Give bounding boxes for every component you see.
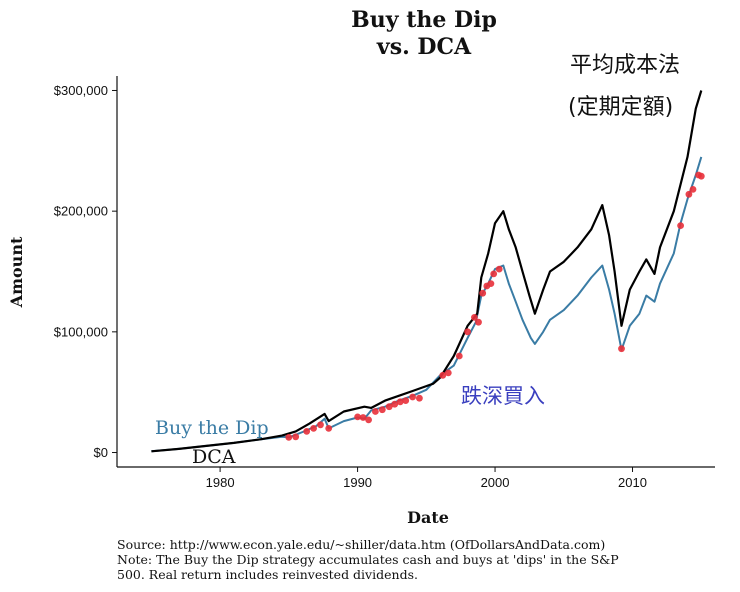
y-ticks: $0 $100,000 $200,000 $300,000	[54, 83, 117, 460]
series-label-dca: DCA	[192, 446, 236, 468]
footnote-note-line2: 500. Real return includes reinvested div…	[117, 567, 418, 582]
dip-cn-annotation: 跌深買入	[461, 384, 545, 408]
axes	[116, 76, 715, 468]
chart-title-line1: Buy the Dip	[351, 7, 497, 33]
dca-cn-annotation-line2: (定期定額)	[568, 95, 673, 120]
dip-point	[685, 190, 693, 198]
dip-point	[689, 186, 697, 193]
dip-point	[372, 408, 379, 415]
series-label-buy-the-dip: Buy the Dip	[155, 417, 269, 439]
x-tick-label: 1980	[206, 475, 235, 490]
dip-point	[354, 413, 361, 421]
dip-point	[697, 172, 705, 180]
series-line-dca	[151, 90, 703, 453]
dip-point	[402, 397, 410, 404]
dip-point	[378, 406, 386, 414]
x-tick-label: 2010	[618, 475, 647, 490]
dip-point	[325, 425, 333, 432]
y-tick-label: $200,000	[54, 204, 108, 219]
dca-cn-annotation-line1: 平均成本法	[570, 53, 680, 78]
dip-point	[464, 328, 471, 336]
y-axis-label: Amount	[7, 236, 26, 308]
dip-point	[317, 421, 324, 429]
dip-point	[490, 270, 498, 278]
dip-point	[396, 398, 404, 406]
x-axis-label: Date	[407, 508, 449, 527]
series-layer	[151, 90, 703, 453]
dip-point	[487, 280, 495, 287]
dip-point	[475, 318, 482, 326]
dip-point	[677, 222, 684, 230]
x-tick-label: 1990	[343, 475, 372, 490]
dip-markers	[285, 171, 705, 441]
y-tick-label: $100,000	[54, 324, 108, 339]
x-ticks: 1980 1990 2000 2010	[206, 467, 647, 490]
dip-point	[439, 371, 447, 379]
dip-point	[416, 394, 423, 402]
dip-point	[292, 433, 300, 441]
dip-point	[391, 400, 399, 408]
dip-point	[455, 352, 463, 360]
dip-point	[385, 403, 393, 411]
footnote-note-line1: Note: The Buy the Dip strategy accumulat…	[117, 552, 619, 567]
dip-point	[479, 289, 487, 297]
x-tick-label: 2000	[481, 475, 510, 490]
dip-point	[285, 434, 293, 441]
dip-point	[444, 369, 452, 377]
dip-point	[618, 345, 625, 353]
dip-point	[303, 428, 311, 435]
dip-point	[310, 425, 317, 432]
dip-point	[365, 416, 372, 424]
footnote-source: Source: http://www.econ.yale.edu/~shille…	[117, 537, 605, 552]
dip-point	[471, 314, 478, 321]
y-tick-label: $0	[94, 445, 108, 460]
chart-title-line2: vs. DCA	[376, 34, 472, 60]
dip-point	[495, 265, 503, 273]
dip-point	[409, 393, 416, 401]
dip-point	[359, 414, 367, 421]
y-tick-label: $300,000	[54, 83, 108, 98]
